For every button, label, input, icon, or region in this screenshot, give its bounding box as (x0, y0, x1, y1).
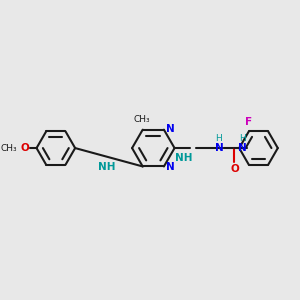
Text: CH₃: CH₃ (1, 144, 17, 153)
Text: H: H (216, 134, 222, 143)
Text: CH₃: CH₃ (134, 115, 150, 124)
Text: NH: NH (176, 153, 193, 163)
Text: O: O (20, 143, 29, 153)
Text: F: F (245, 116, 252, 127)
Text: N: N (238, 143, 247, 153)
Text: NH: NH (98, 162, 116, 172)
Text: O: O (230, 164, 239, 175)
Text: N: N (166, 162, 175, 172)
Text: N: N (166, 124, 175, 134)
Text: N: N (214, 143, 223, 153)
Text: H: H (239, 134, 245, 143)
